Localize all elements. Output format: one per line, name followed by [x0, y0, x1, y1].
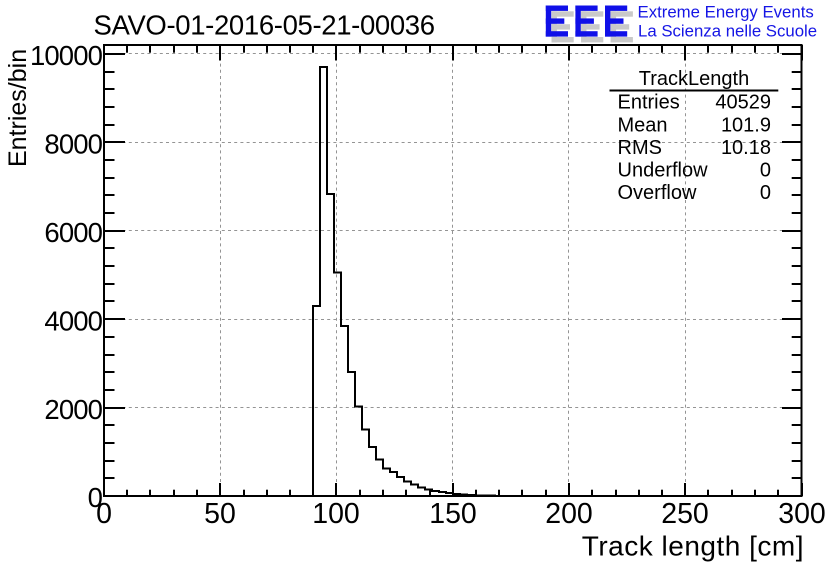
- svg-text:0: 0: [760, 160, 771, 182]
- svg-text:4000: 4000: [44, 305, 102, 336]
- svg-text:Overflow: Overflow: [618, 182, 697, 204]
- svg-text:SAVO-01-2016-05-21-00036: SAVO-01-2016-05-21-00036: [94, 10, 435, 41]
- svg-text:100: 100: [312, 498, 360, 530]
- svg-text:2000: 2000: [44, 394, 102, 425]
- svg-text:10000: 10000: [30, 40, 103, 71]
- svg-text:101.9: 101.9: [721, 114, 771, 136]
- svg-text:Underflow: Underflow: [618, 160, 709, 182]
- svg-text:40529: 40529: [715, 92, 771, 114]
- svg-text:Entries/bin: Entries/bin: [4, 49, 32, 167]
- svg-text:200: 200: [545, 498, 593, 530]
- svg-text:0: 0: [96, 498, 112, 530]
- svg-text:La Scienza nelle Scuole: La Scienza nelle Scuole: [638, 22, 817, 41]
- svg-text:8000: 8000: [44, 128, 102, 159]
- svg-text:300: 300: [778, 498, 826, 530]
- svg-text:150: 150: [429, 498, 477, 530]
- svg-text:10.18: 10.18: [721, 137, 771, 159]
- svg-text:Track length [cm]: Track length [cm]: [582, 531, 804, 562]
- svg-text:50: 50: [204, 498, 236, 530]
- svg-text:250: 250: [661, 498, 709, 530]
- svg-text:0: 0: [88, 482, 103, 513]
- svg-text:TrackLength: TrackLength: [639, 68, 749, 90]
- svg-text:Mean: Mean: [618, 114, 668, 136]
- svg-text:Entries: Entries: [618, 92, 680, 114]
- svg-text:RMS: RMS: [618, 137, 662, 159]
- svg-text:Extreme Energy Events: Extreme Energy Events: [638, 2, 814, 21]
- svg-text:6000: 6000: [44, 217, 102, 248]
- svg-text:0: 0: [760, 182, 771, 204]
